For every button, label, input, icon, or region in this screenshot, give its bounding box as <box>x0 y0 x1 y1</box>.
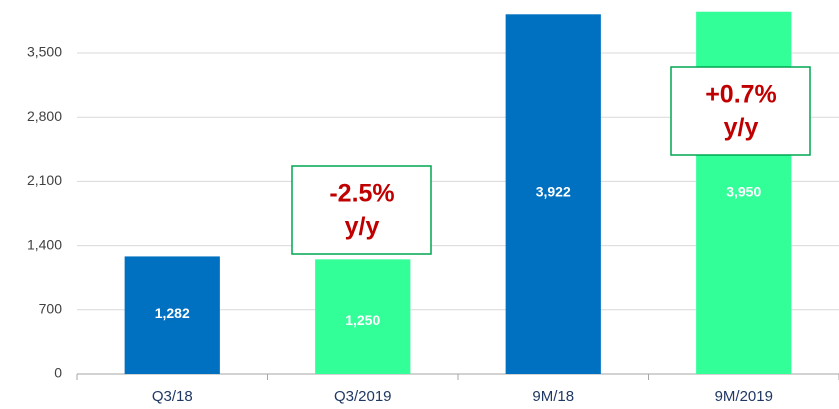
value-label: 3,950 <box>726 184 761 200</box>
y-tick-label: 2,100 <box>27 172 62 188</box>
value-label: 3,922 <box>536 184 571 200</box>
annotation-box <box>670 66 811 156</box>
y-tick-label: 3,500 <box>27 44 62 60</box>
annotation-box <box>291 165 432 255</box>
x-tick-label: Q3/2019 <box>334 388 392 405</box>
annotation-text: +0.7% <box>705 81 777 109</box>
value-label: 1,250 <box>345 312 380 328</box>
y-tick-label: 0 <box>54 365 62 381</box>
value-label: 1,282 <box>155 305 190 321</box>
x-tick-label: Q3/18 <box>152 388 193 405</box>
x-tick-label: 9M/18 <box>532 388 574 405</box>
bar <box>124 256 220 374</box>
y-tick-label: 1,400 <box>27 236 62 252</box>
annotation-text: y/y <box>724 114 759 142</box>
y-tick-label: 2,800 <box>27 108 62 124</box>
bar <box>505 14 601 375</box>
annotation-text: y/y <box>345 213 380 241</box>
annotation-text: -2.5% <box>329 180 394 208</box>
x-tick-label: 9M/2019 <box>715 388 773 405</box>
y-tick-label: 700 <box>39 301 63 317</box>
bar <box>315 259 411 374</box>
